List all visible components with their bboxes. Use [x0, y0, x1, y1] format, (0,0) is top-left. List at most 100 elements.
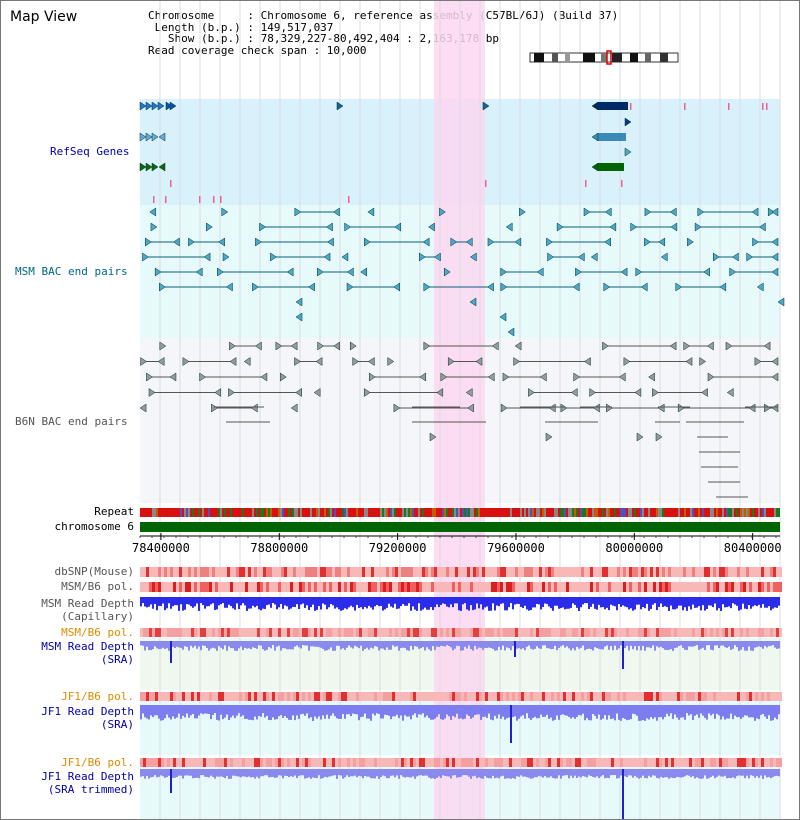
jf1-b6-heatmap-cell	[689, 692, 692, 701]
chromosome-bar[interactable]	[140, 522, 780, 532]
dbsnp-heatmap-cell	[470, 567, 473, 577]
msm-b6-sra-heatmap-cell	[425, 628, 428, 637]
msm-b6-heatmap-cell	[314, 582, 317, 592]
msm-cap-depth-bar	[236, 597, 238, 604]
jf1-trim-depth-bar	[560, 769, 562, 779]
msm-bac-track[interactable]	[142, 207, 785, 337]
msm-b6-heatmap-cell	[602, 582, 605, 592]
jf1-b6-heatmap-cell	[347, 692, 350, 701]
jf1-trim-depth-bar	[428, 769, 430, 778]
jf1-trim-depth-bar	[356, 769, 358, 778]
msm-b6-sra-heatmap-cell	[269, 628, 272, 637]
msm-b6-sra-heatmap-cell	[242, 628, 245, 637]
polymorphism-heatmaps[interactable]	[140, 567, 782, 767]
dbsnp-heatmap-cell	[350, 567, 353, 577]
msm-b6-sra-heatmap-cell	[422, 628, 425, 637]
msm-sra-depth-bar	[590, 641, 592, 650]
bac-end	[606, 403, 613, 413]
msm-cap-depth-bar	[340, 597, 342, 611]
msm-b6-heatmap-cell	[254, 582, 257, 592]
jf1-trim-depth-bar	[570, 769, 572, 776]
repeat-segment	[678, 508, 680, 517]
jf1-trim-depth-bar	[446, 769, 448, 777]
jf1-b6-heatmap-cell	[221, 692, 224, 701]
repeat-segment	[456, 508, 458, 517]
msm-sra-depth-bar	[492, 641, 494, 649]
msm-sra-depth-bar	[714, 641, 716, 646]
jf1-trim-depth-bar	[298, 769, 300, 776]
msm-sra-depth-bar	[406, 641, 408, 651]
bac-end	[593, 403, 600, 413]
jf1-sra-depth-bar	[146, 705, 148, 719]
jf1-trim-depth-bar	[686, 769, 688, 776]
repeat-segment	[552, 508, 554, 517]
jf1-b6-heatmap-cell	[278, 692, 281, 701]
refseq-genes-track[interactable]	[139, 101, 768, 203]
jf1-trim-depth-bar	[770, 769, 772, 779]
jf1-trim-depth-bar	[674, 769, 676, 779]
repeat-segment	[740, 508, 742, 517]
b6n-bac-track[interactable]	[139, 341, 779, 498]
msm-sra-depth-bar	[278, 641, 280, 646]
bac-end	[260, 372, 268, 382]
repeat-segment	[182, 508, 184, 517]
jf1-sra-depth-bar	[612, 705, 614, 719]
dbsnp-heatmap-cell	[428, 567, 431, 577]
jf1-b6-trim-heatmap-cell	[542, 758, 545, 767]
repeat-segment	[662, 508, 664, 517]
msm-b6-sra-heatmap-cell	[551, 628, 554, 637]
repeat-segment	[746, 508, 748, 517]
dbsnp-heatmap-cell	[269, 567, 272, 577]
bac-end	[148, 388, 156, 397]
dbsnp-heatmap-cell	[353, 567, 356, 577]
msm-sra-depth-bar	[484, 641, 486, 648]
jf1-b6-trim-heatmap-cell	[719, 758, 722, 767]
msm-b6-sra-heatmap-cell	[623, 628, 626, 637]
jf1-b6-trim-heatmap-cell	[458, 758, 461, 767]
msm-cap-depth-bar	[456, 597, 458, 604]
msm-b6-heatmap-cell	[440, 582, 443, 592]
chromosome-ideogram[interactable]	[529, 50, 679, 65]
repeat-track[interactable]	[140, 508, 780, 517]
repeat-segment	[444, 508, 446, 517]
jf1-sra-depth-bar	[634, 705, 636, 715]
jf1-trim-depth-bar	[212, 769, 214, 777]
msm-sra-depth-bar	[262, 641, 264, 650]
jf1-sra-depth-bar	[292, 705, 294, 716]
msm-cap-depth-bar	[714, 597, 716, 604]
jf1-trim-depth-bar	[742, 769, 744, 776]
jf1-sra-depth-bar	[568, 705, 570, 717]
jf1-sra-depth-bar	[160, 705, 162, 721]
msm-b6-sra-heatmap-cell	[464, 628, 467, 637]
msm-b6-heatmap-cell	[467, 582, 470, 592]
jf1-trim-depth-bar	[496, 769, 498, 778]
jf1-b6-heatmap-cell	[560, 692, 563, 701]
jf1-b6-heatmap-cell	[662, 692, 665, 701]
jf1-sra-depth-bar	[290, 705, 292, 720]
jf1-b6-trim-heatmap-cell	[470, 758, 473, 767]
msm-b6-heatmap-cell	[278, 582, 281, 592]
msm-b6-sra-heatmap-cell	[581, 628, 584, 637]
jf1-sra-depth-bar	[496, 705, 498, 719]
bac-end	[317, 267, 324, 277]
jf1-b6-trim-heatmap-cell	[557, 758, 560, 767]
read-depth-tracks[interactable]	[140, 597, 780, 820]
jf1-sra-depth-bar	[632, 705, 634, 714]
repeat-segment	[228, 508, 230, 517]
msm-sra-depth-bar	[592, 641, 594, 651]
msm-b6-sra-heatmap-cell	[248, 628, 251, 637]
repeat-segment	[540, 508, 542, 517]
jf1-trim-depth-bar	[376, 769, 378, 777]
jf1-b6-trim-heatmap-cell	[290, 758, 293, 767]
jf1-sra-depth-bar	[668, 705, 670, 717]
msm-sra-depth-bar	[176, 641, 178, 647]
msm-sra-depth-bar	[328, 641, 330, 650]
dbsnp-heatmap-cell	[251, 567, 254, 577]
jf1-b6-heatmap-cell	[320, 692, 323, 701]
msm-b6-sra-heatmap-cell	[647, 628, 650, 637]
msm-b6-sra-heatmap-cell	[173, 628, 176, 637]
msm-b6-sra-heatmap-cell	[734, 628, 737, 637]
gene-block	[598, 133, 626, 141]
dbsnp-heatmap-cell	[752, 567, 755, 577]
